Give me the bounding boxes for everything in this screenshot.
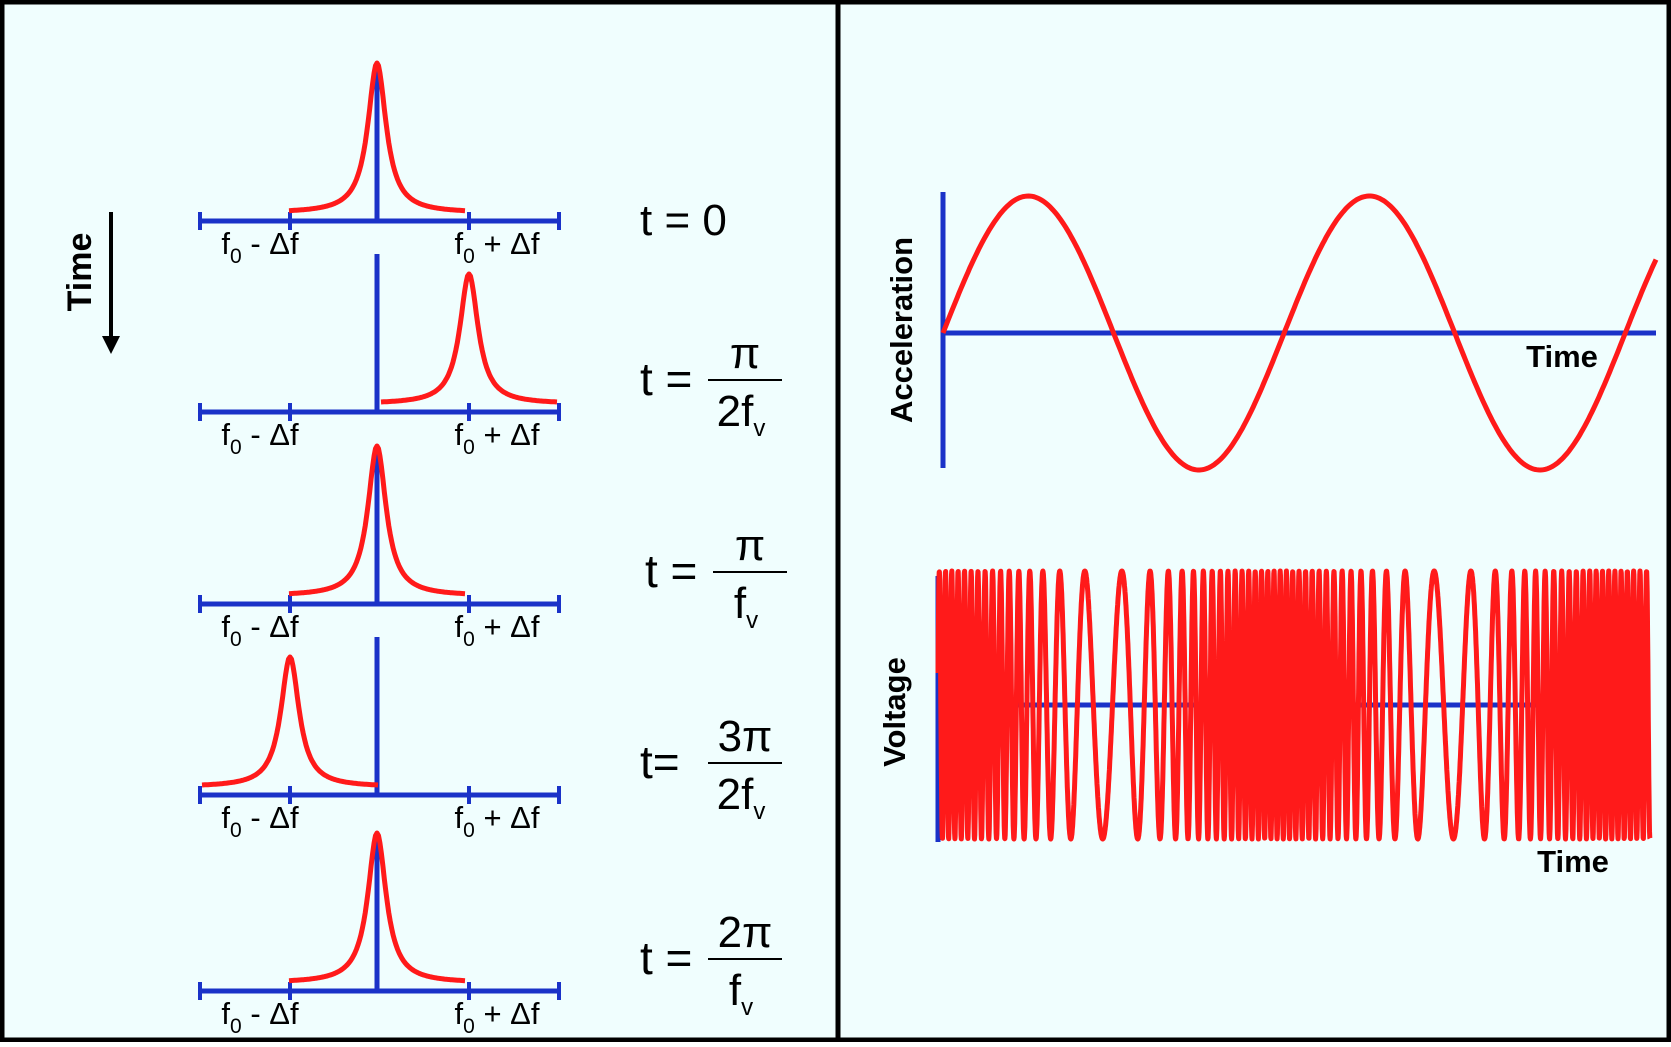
- tick-label-lower: f0 - Δf: [221, 226, 299, 268]
- fraction-denominator: 2fv: [717, 770, 766, 825]
- acceleration-plot: Acceleration Time: [884, 192, 1659, 473]
- tick-label-upper: f0 + Δf: [455, 800, 540, 842]
- fraction-numerator: π: [735, 521, 765, 570]
- tick-label-upper: f0 + Δf: [455, 996, 540, 1038]
- spectral-peak-curve: [288, 60, 466, 214]
- voltage-fm-curve: [935, 568, 1653, 842]
- acceleration-time-label: Time: [1526, 339, 1598, 374]
- voltage-time-label: Time: [1537, 844, 1609, 879]
- tick-label-lower: f0 - Δf: [221, 800, 299, 842]
- voltage-axis-label: Voltage: [877, 657, 912, 767]
- acceleration-curve: [940, 193, 1659, 473]
- time-equation-lhs: t =: [640, 932, 692, 984]
- tick-label-upper: f0 + Δf: [455, 609, 540, 651]
- time-arrow-group: Time: [61, 212, 120, 354]
- voltage-plot: Voltage Time: [877, 568, 1653, 879]
- tick-label-upper: f0 + Δf: [455, 226, 540, 268]
- spectral-peak-curve: [201, 654, 379, 788]
- spectral-peak-curve: [288, 443, 466, 597]
- time-equation-lhs: t =: [645, 545, 697, 597]
- fraction-denominator: 2fv: [717, 387, 766, 442]
- fraction-numerator: 2π: [718, 908, 773, 957]
- fraction-numerator: 3π: [718, 712, 773, 761]
- tick-label-lower: f0 - Δf: [221, 609, 299, 651]
- fraction-denominator: fv: [729, 966, 753, 1021]
- fraction-numerator: π: [730, 329, 760, 378]
- spectrum-row: f0 - Δf f0 + Δf t = 0: [198, 60, 727, 268]
- spectrum-row: f0 - Δf f0 + Δf t= 3π 2fv: [198, 637, 782, 842]
- time-equation: t = 0: [640, 196, 727, 245]
- spectral-peak-curve: [380, 271, 558, 405]
- fraction-denominator: fv: [734, 579, 758, 634]
- spectrum-row: f0 - Δf f0 + Δf t = π fv: [198, 443, 787, 651]
- tick-label-upper: f0 + Δf: [455, 417, 540, 459]
- time-arrow-head: [102, 336, 120, 354]
- spectrum-row: f0 - Δf f0 + Δf t = π 2fv: [198, 254, 782, 459]
- tick-label-lower: f0 - Δf: [221, 996, 299, 1038]
- spectrum-rows: f0 - Δf f0 + Δf t = 0 f0 - Δf f0 + Δf t = π 2f…: [198, 60, 787, 1038]
- tick-label-lower: f0 - Δf: [221, 417, 299, 459]
- time-equation-lhs: t =: [640, 353, 692, 405]
- acceleration-axis-label: Acceleration: [884, 237, 919, 423]
- spectral-peak-curve: [288, 830, 466, 984]
- time-equation-lhs: t=: [640, 736, 680, 788]
- spectrum-row: f0 - Δf f0 + Δf t = 2π fv: [198, 830, 782, 1038]
- time-axis-label: Time: [61, 233, 99, 312]
